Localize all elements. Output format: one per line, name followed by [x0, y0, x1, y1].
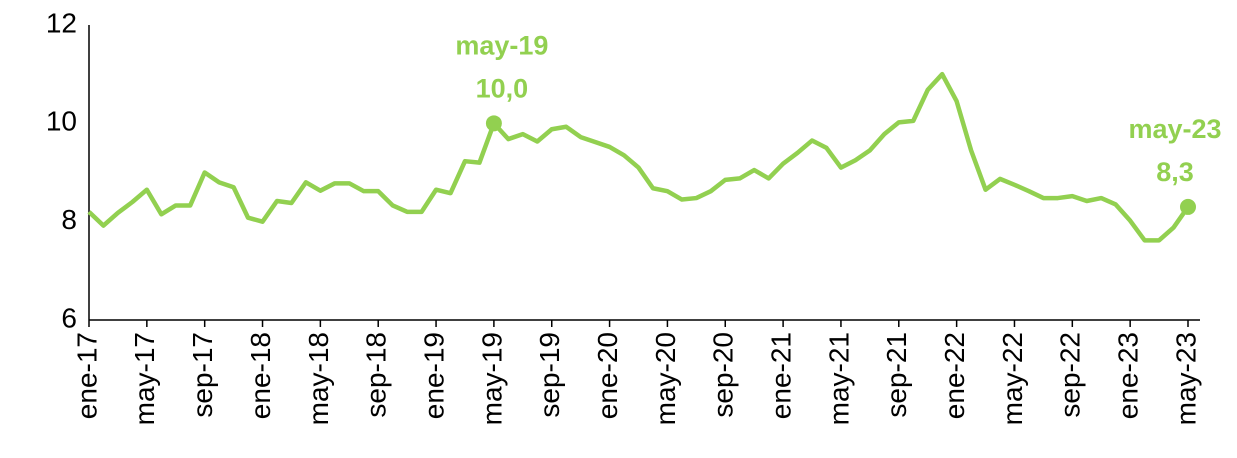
x-tick-label: may-22: [997, 332, 1028, 425]
y-tick-label: 8: [61, 204, 77, 235]
x-tick-label: sep-18: [361, 332, 392, 418]
x-tick-label: may-20: [650, 332, 681, 425]
x-tick-label: ene-23: [1113, 332, 1144, 419]
x-tick-label: may-19: [476, 332, 507, 425]
annotation-date: may-19: [455, 30, 548, 60]
y-tick-label: 10: [46, 106, 77, 137]
annotation-value: 8,3: [1156, 157, 1194, 187]
x-tick-label: ene-18: [245, 332, 276, 419]
x-tick-label: ene-19: [418, 332, 449, 419]
highlight-point: [485, 115, 502, 132]
x-tick-label: may-17: [129, 332, 160, 425]
annotation-date: may-23: [1128, 114, 1221, 144]
x-tick-label: ene-22: [939, 332, 970, 419]
x-tick-label: may-18: [303, 332, 334, 425]
series-line: [87, 71, 1190, 243]
highlight-point: [1180, 198, 1196, 215]
x-tick-label: may-23: [1170, 332, 1201, 425]
x-tick-label: sep-17: [187, 332, 218, 418]
x-tick-label: sep-22: [1055, 332, 1086, 418]
x-tick-label: sep-19: [534, 332, 565, 418]
x-tick-label: ene-21: [765, 332, 796, 419]
x-tick-label: ene-17: [71, 332, 102, 419]
y-tick-label: 12: [46, 7, 77, 38]
y-tick-label: 6: [61, 302, 77, 333]
x-tick-label: sep-21: [881, 332, 912, 418]
x-tick-label: may-21: [823, 332, 854, 425]
x-tick-label: ene-20: [592, 332, 623, 419]
annotation-value: 10,0: [476, 73, 529, 103]
x-tick-label: sep-20: [708, 332, 739, 418]
